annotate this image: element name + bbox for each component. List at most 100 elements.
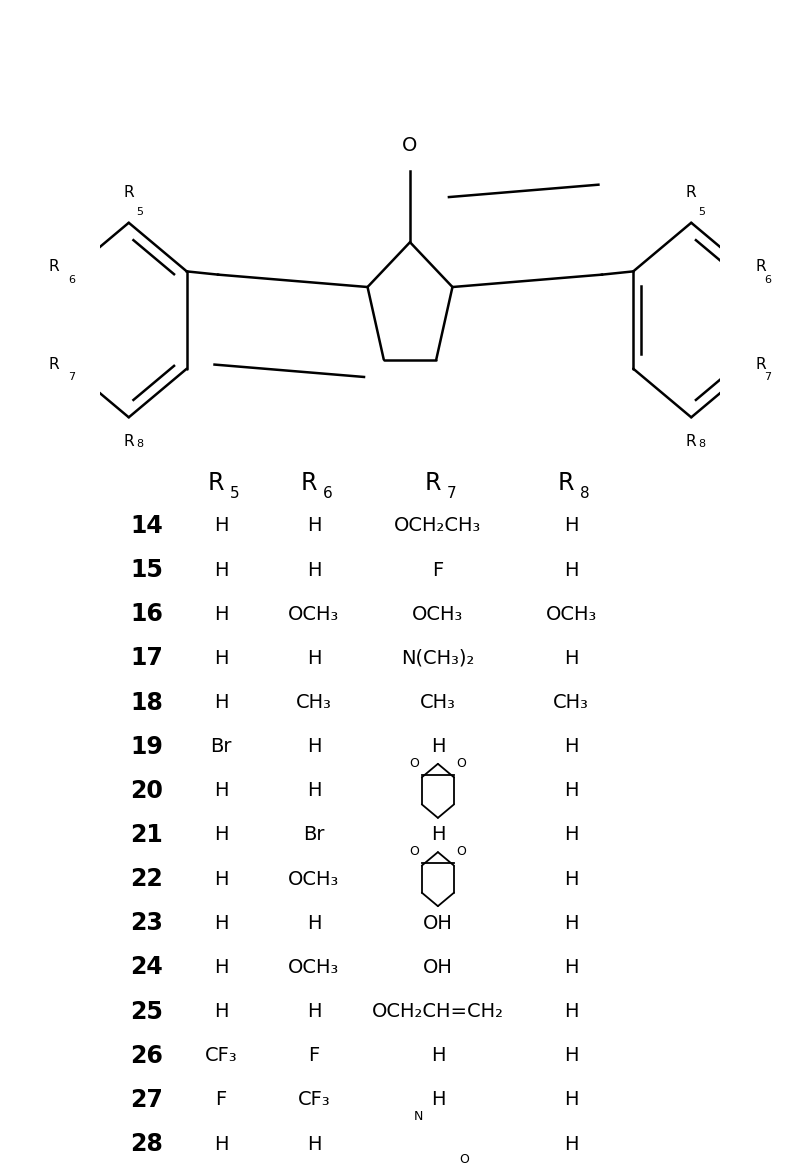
Text: CF₃: CF₃ xyxy=(298,1090,330,1109)
Text: 21: 21 xyxy=(130,823,163,847)
Text: O: O xyxy=(459,1152,469,1165)
Text: H: H xyxy=(564,1135,578,1154)
Text: O: O xyxy=(409,757,418,770)
Text: 14: 14 xyxy=(130,514,163,538)
Text: F: F xyxy=(432,560,443,579)
Text: H: H xyxy=(306,516,321,536)
Text: 26: 26 xyxy=(130,1044,163,1068)
Text: 7: 7 xyxy=(68,372,75,383)
Text: F: F xyxy=(308,1046,319,1065)
Text: 24: 24 xyxy=(130,956,163,979)
Text: H: H xyxy=(214,782,228,800)
Text: 20: 20 xyxy=(130,779,163,803)
Text: 6: 6 xyxy=(68,275,75,285)
Text: H: H xyxy=(214,1135,228,1154)
Text: H: H xyxy=(564,1046,578,1065)
Text: 5: 5 xyxy=(698,207,706,216)
Text: H: H xyxy=(564,782,578,800)
Text: R: R xyxy=(49,260,60,275)
Text: F: F xyxy=(215,1090,226,1109)
Text: H: H xyxy=(214,649,228,668)
Text: R: R xyxy=(123,434,134,448)
Text: 8: 8 xyxy=(580,486,590,501)
Text: H: H xyxy=(564,869,578,889)
Text: CF₃: CF₃ xyxy=(205,1046,238,1065)
Text: OCH₃: OCH₃ xyxy=(288,869,339,889)
Text: 7: 7 xyxy=(764,372,771,383)
Text: 8: 8 xyxy=(136,439,143,449)
Text: H: H xyxy=(306,649,321,668)
Text: H: H xyxy=(214,826,228,845)
Text: CH₃: CH₃ xyxy=(554,693,589,713)
Text: O: O xyxy=(456,846,466,859)
Text: N(CH₃)₂: N(CH₃)₂ xyxy=(402,649,474,668)
Text: 27: 27 xyxy=(130,1088,163,1112)
Text: R: R xyxy=(301,470,317,495)
Text: R: R xyxy=(123,185,134,200)
Text: H: H xyxy=(430,737,445,756)
Text: OH: OH xyxy=(423,958,453,977)
Text: H: H xyxy=(564,1002,578,1021)
Text: O: O xyxy=(402,136,418,154)
Text: H: H xyxy=(564,958,578,977)
Text: H: H xyxy=(306,782,321,800)
Text: 22: 22 xyxy=(130,867,163,892)
Text: 25: 25 xyxy=(130,999,163,1024)
Text: 8: 8 xyxy=(698,439,706,449)
Text: H: H xyxy=(430,1046,445,1065)
Text: H: H xyxy=(306,1135,321,1154)
Text: 6: 6 xyxy=(322,486,332,501)
Text: H: H xyxy=(564,649,578,668)
Text: R: R xyxy=(755,357,766,372)
Text: CH₃: CH₃ xyxy=(296,693,332,713)
Text: H: H xyxy=(214,560,228,579)
Text: 28: 28 xyxy=(130,1133,163,1156)
Text: R: R xyxy=(686,434,697,448)
Text: OH: OH xyxy=(423,914,453,932)
Text: Br: Br xyxy=(303,826,325,845)
Text: 7: 7 xyxy=(446,486,456,501)
Text: H: H xyxy=(306,914,321,932)
Text: H: H xyxy=(564,1090,578,1109)
Text: 5: 5 xyxy=(136,207,143,216)
Text: H: H xyxy=(306,737,321,756)
Text: H: H xyxy=(564,914,578,932)
Text: OCH₂CH₃: OCH₂CH₃ xyxy=(394,516,482,536)
Text: 23: 23 xyxy=(130,911,163,935)
Text: H: H xyxy=(214,958,228,977)
Text: H: H xyxy=(564,560,578,579)
Text: OCH₃: OCH₃ xyxy=(288,605,339,624)
Text: R: R xyxy=(755,260,766,275)
Text: Br: Br xyxy=(210,737,232,756)
Text: H: H xyxy=(564,737,578,756)
Text: R: R xyxy=(49,357,60,372)
Text: 5: 5 xyxy=(230,486,239,501)
Text: H: H xyxy=(214,869,228,889)
Text: O: O xyxy=(456,757,466,770)
Text: H: H xyxy=(306,1002,321,1021)
Text: 15: 15 xyxy=(130,558,163,583)
Text: H: H xyxy=(214,914,228,932)
Text: 17: 17 xyxy=(130,646,163,670)
Text: H: H xyxy=(430,1090,445,1109)
Text: R: R xyxy=(558,470,574,495)
Text: R: R xyxy=(208,470,224,495)
Text: 18: 18 xyxy=(130,690,163,715)
Text: 19: 19 xyxy=(130,735,163,758)
Text: O: O xyxy=(409,846,418,859)
Text: OCH₃: OCH₃ xyxy=(288,958,339,977)
Text: H: H xyxy=(214,516,228,536)
Text: 6: 6 xyxy=(764,275,771,285)
Text: H: H xyxy=(564,516,578,536)
Text: H: H xyxy=(214,693,228,713)
Text: H: H xyxy=(214,1002,228,1021)
Text: OCH₃: OCH₃ xyxy=(546,605,597,624)
Text: CH₃: CH₃ xyxy=(420,693,456,713)
Text: R: R xyxy=(686,185,697,200)
Text: OCH₂CH=CH₂: OCH₂CH=CH₂ xyxy=(372,1002,504,1021)
Text: 16: 16 xyxy=(130,603,163,626)
Text: N: N xyxy=(414,1110,423,1123)
Text: R: R xyxy=(425,470,441,495)
Text: H: H xyxy=(214,605,228,624)
Text: OCH₃: OCH₃ xyxy=(412,605,463,624)
